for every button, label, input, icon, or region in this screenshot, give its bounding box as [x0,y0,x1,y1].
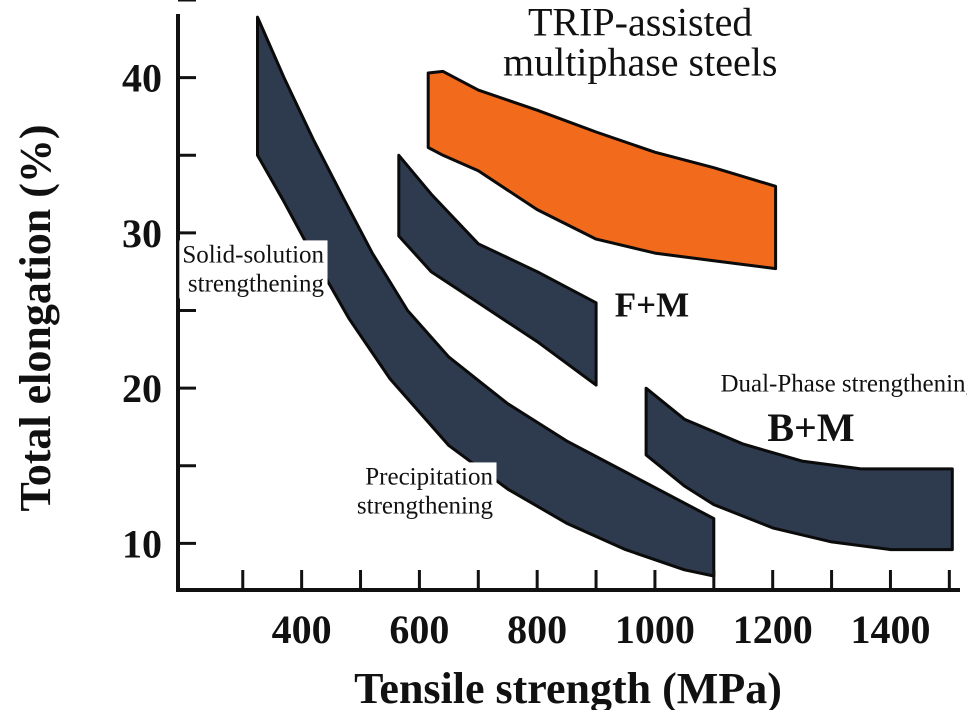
annotation-line: strengthening [188,270,325,297]
annotation-line: B+M [767,405,854,450]
region-bm [644,386,954,552]
annotation-fm_label: F+M [615,286,689,325]
annotation-dp_label: Dual-Phase strengthening [720,370,967,397]
x-tick-label: 600 [389,607,449,652]
x-tick-label: 1400 [850,607,930,652]
annotation-line: strengthening [357,492,494,519]
regions-group [256,15,954,578]
annotation-background [179,240,328,299]
y-axis-title: Total elongation (%) [11,124,60,511]
y-tick-label: 10 [122,521,162,566]
y-tick-label: 20 [122,366,162,411]
x-axis-title: Tensile strength (MPa) [354,664,782,710]
x-tick-label: 400 [272,607,332,652]
ticks-group: 400 600 800 1000 1200 1400 10 20 30 40 [122,0,951,652]
annotation-line: F+M [615,286,689,325]
annotation-line: Solid-solution [182,241,324,268]
x-tick-label: 800 [507,607,567,652]
x-tick-label: 1200 [733,607,813,652]
x-tick-label: 1000 [615,607,695,652]
annotation-line: Dual-Phase strengthening [720,370,967,397]
y-tick-label: 30 [122,211,162,256]
annotation-bm_label: B+M [767,405,854,450]
region-fm [397,153,598,387]
annotation-background [353,462,497,521]
annotation-line: TRIP-assisted [528,0,752,45]
region-trip [426,69,778,271]
annotation-line: multiphase steels [503,40,777,85]
axes-group [176,14,960,592]
annotation-line: Precipitation [365,463,493,490]
y-tick-label: 40 [122,56,162,101]
